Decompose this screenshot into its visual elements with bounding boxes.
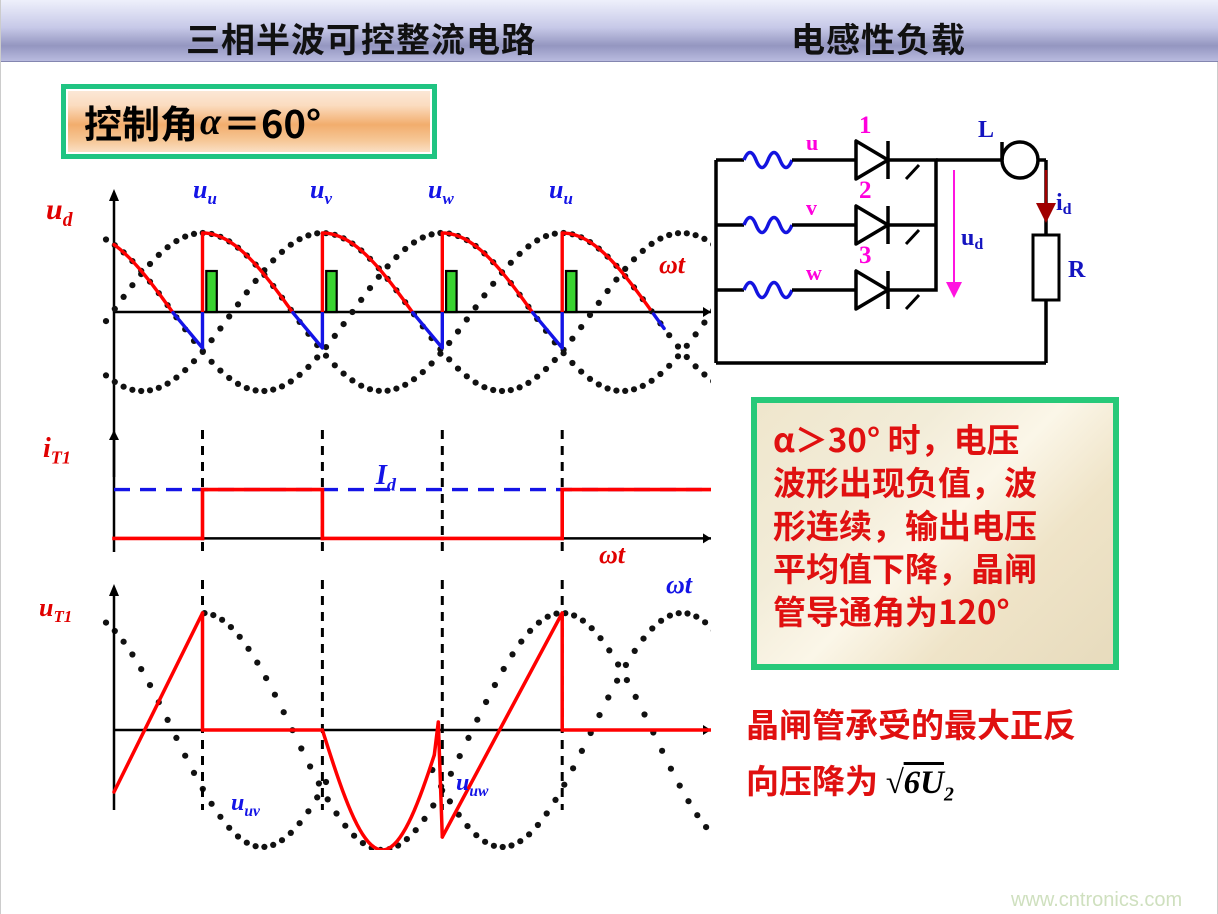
svg-text:3: 3 <box>859 242 872 269</box>
svg-text:2: 2 <box>859 177 872 204</box>
svg-text:1: 1 <box>859 112 872 139</box>
svg-text:w: w <box>806 260 822 285</box>
svg-text:v: v <box>806 195 817 220</box>
svg-text:L: L <box>978 117 994 143</box>
svg-text:R: R <box>1068 257 1086 283</box>
svg-text:ud: ud <box>961 225 983 253</box>
svg-text:u: u <box>806 130 818 155</box>
svg-text:id: id <box>1056 190 1072 218</box>
